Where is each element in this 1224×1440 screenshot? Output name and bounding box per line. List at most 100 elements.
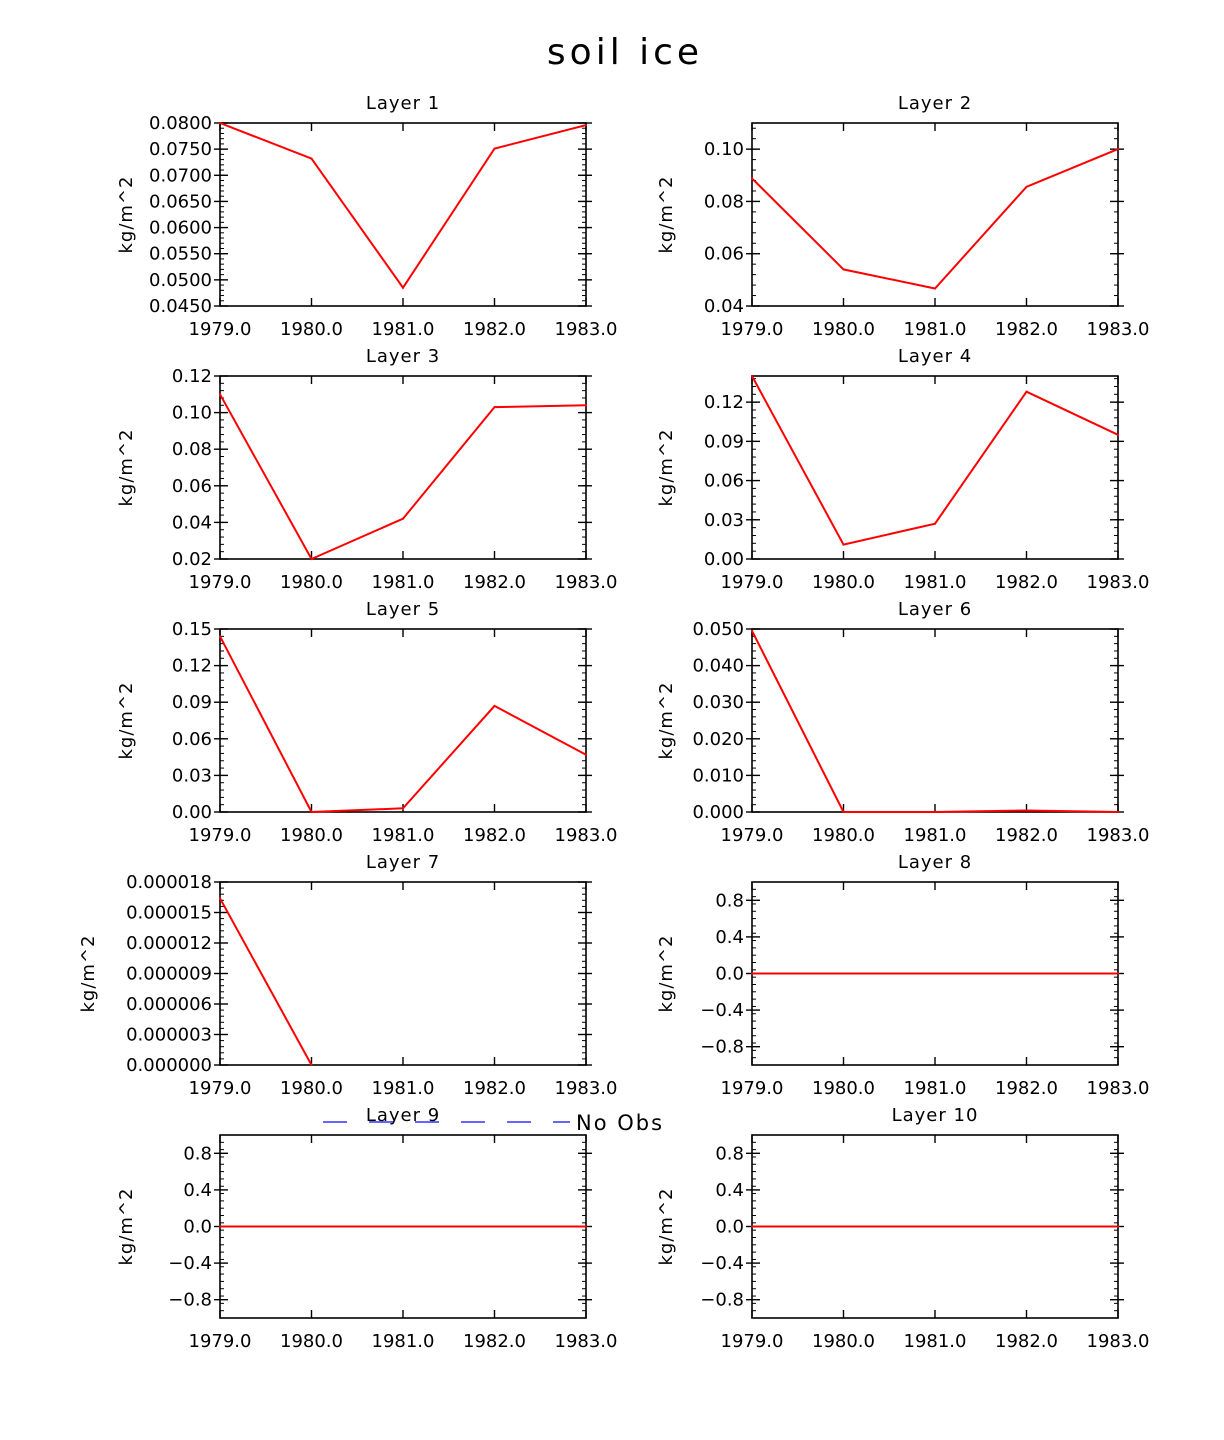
data-point	[310, 157, 313, 160]
plot-frame	[751, 122, 1119, 307]
y-tick-label: 0.09	[172, 692, 212, 713]
y-tick-label: 0.0450	[149, 296, 212, 317]
y-tick-label: 0.03	[704, 510, 744, 531]
y-tick-label: 0.4	[183, 1180, 212, 1201]
data-point	[493, 406, 496, 409]
y-tick-label: 0.02	[172, 549, 212, 570]
y-tick-label: 0.050	[692, 619, 744, 640]
y-tick-label: 0.15	[172, 619, 212, 640]
y-tick-label: 0.03	[172, 765, 212, 786]
y-tick-label: 0.000003	[126, 1025, 212, 1046]
chart-panel-layer-7: Layer 7 kg/m^2 1979.0 1980.0 1981.0 1982.0 198…	[78, 852, 617, 1099]
y-tick-label: 0.0550	[149, 244, 212, 265]
data-point	[934, 811, 936, 813]
data-point	[751, 177, 753, 180]
x-tick-label: 1979.0	[721, 1078, 784, 1099]
data-point	[934, 522, 936, 525]
y-tick-label: 0.4	[715, 927, 744, 948]
x-tick-label: 1980.0	[280, 572, 343, 593]
panel-title: Layer 6	[898, 599, 972, 620]
x-tick-label: 1982.0	[463, 1078, 526, 1099]
y-axis-label: kg/m^2	[116, 429, 137, 507]
y-axis-label: kg/m^2	[656, 682, 677, 760]
plot-frame	[219, 881, 587, 1066]
chart-panel-layer-6: Layer 6 kg/m^2 1979.0 1980.0 1981.0 1982.0 198…	[656, 599, 1149, 846]
y-tick-label: 0.0600	[149, 218, 212, 239]
data-point	[934, 287, 936, 290]
chart-panel-layer-2: Layer 2 kg/m^2 1979.0 1980.0 1981.0 1982.0 198…	[656, 93, 1149, 340]
data-point	[402, 1225, 404, 1228]
y-tick-label: 0.12	[172, 366, 212, 387]
y-tick-label: 0.040	[692, 656, 744, 677]
y-tick-label: 0.10	[172, 403, 212, 424]
x-tick-label: 1980.0	[280, 1078, 343, 1099]
y-tick-label: 0.10	[704, 139, 744, 160]
panel-title: Layer 3	[366, 346, 440, 367]
y-tick-label: 0.0	[715, 1217, 744, 1238]
data-point	[310, 811, 313, 813]
y-tick-label: 0.12	[172, 656, 212, 677]
y-tick-label: 0.0750	[149, 139, 212, 160]
plot-frame	[219, 122, 587, 307]
data-point	[219, 122, 221, 124]
panel-title: Layer 5	[366, 599, 440, 620]
data-point	[1117, 1225, 1119, 1228]
y-axis-label: kg/m^2	[656, 935, 677, 1013]
plot-frame	[751, 628, 1119, 813]
y-tick-label: 0.09	[704, 431, 744, 452]
panel-title: Layer 1	[366, 93, 440, 114]
x-tick-label: 1983.0	[1087, 319, 1150, 340]
data-point	[493, 1225, 496, 1228]
x-tick-label: 1981.0	[904, 319, 967, 340]
x-tick-label: 1983.0	[1087, 1331, 1150, 1352]
x-tick-label: 1980.0	[812, 1078, 875, 1099]
chart-panel-layer-10: Layer 10 kg/m^2 1979.0 1980.0 1981.0 1982.0 19…	[656, 1105, 1149, 1352]
series-line	[751, 148, 1119, 290]
y-tick-label: 0.010	[692, 765, 744, 786]
data-point	[310, 1064, 313, 1066]
y-axis-label: kg/m^2	[116, 176, 137, 254]
x-tick-label: 1981.0	[904, 825, 967, 846]
data-point	[934, 1225, 936, 1228]
panel-title: Layer 2	[898, 93, 972, 114]
y-tick-label: 0.00	[704, 549, 744, 570]
x-tick-label: 1979.0	[721, 319, 784, 340]
series-line	[751, 375, 1119, 546]
data-point	[1117, 811, 1119, 813]
data-point	[842, 543, 845, 546]
y-tick-label: −0.8	[168, 1290, 212, 1311]
panel-title: Layer 4	[898, 346, 972, 367]
y-tick-label: 0.030	[692, 692, 744, 713]
x-tick-label: 1983.0	[555, 319, 618, 340]
chart-panel-layer-4: Layer 4 kg/m^2 1979.0 1980.0 1981.0 1982.0 198…	[656, 346, 1149, 593]
data-point	[585, 753, 587, 756]
x-tick-label: 1979.0	[721, 1331, 784, 1352]
y-axis-label: kg/m^2	[116, 1188, 137, 1266]
y-tick-label: 0.000000	[126, 1055, 212, 1076]
y-tick-label: 0.020	[692, 729, 744, 750]
data-point	[1117, 972, 1119, 975]
data-point	[402, 286, 404, 289]
x-tick-label: 1982.0	[995, 1078, 1058, 1099]
y-tick-label: 0.06	[704, 244, 744, 265]
y-tick-label: 0.12	[704, 392, 744, 413]
y-tick-label: 0.0800	[149, 113, 212, 134]
y-tick-label: 0.000006	[126, 994, 212, 1015]
y-tick-label: 0.08	[704, 191, 744, 212]
x-tick-label: 1980.0	[280, 319, 343, 340]
x-tick-label: 1981.0	[904, 572, 967, 593]
data-point	[310, 558, 313, 560]
data-point	[751, 375, 753, 377]
x-tick-label: 1979.0	[189, 319, 252, 340]
figure-title: soil ice	[547, 32, 703, 73]
x-tick-label: 1980.0	[812, 1331, 875, 1352]
y-tick-label: 0.8	[715, 890, 744, 911]
panels-grid: Layer 1 kg/m^2 1979.0 1980.0 1981.0 1982.0 198…	[78, 93, 1149, 1352]
x-tick-label: 1982.0	[463, 319, 526, 340]
y-tick-label: 0.8	[715, 1143, 744, 1164]
data-point	[585, 1225, 587, 1228]
x-tick-label: 1983.0	[555, 825, 618, 846]
y-tick-label: 0.000	[692, 802, 744, 823]
x-tick-label: 1982.0	[995, 319, 1058, 340]
y-tick-label: −0.8	[700, 1290, 744, 1311]
